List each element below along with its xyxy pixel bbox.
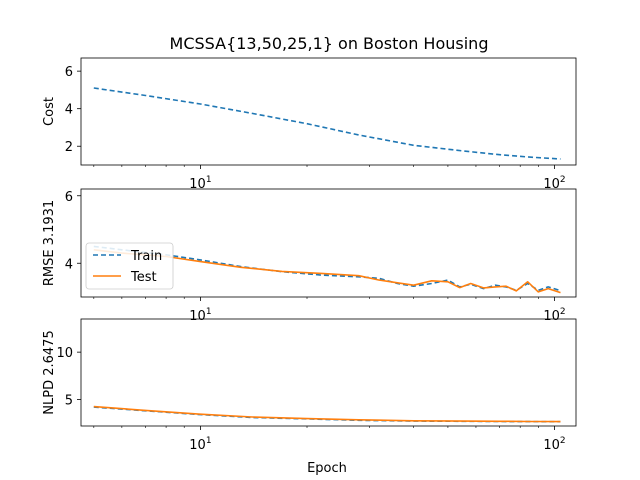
x-tick-label: 102 (543, 307, 565, 324)
y-tick-label: 4 (65, 257, 73, 272)
axes-frame (80, 57, 577, 166)
y-tick-label: 10 (56, 346, 73, 361)
series-line-test (93, 249, 561, 294)
x-tick-label: 101 (189, 175, 211, 192)
chart-title: MCSSA{13,50,25,1} on Boston Housing (170, 34, 489, 53)
y-tick-label: 6 (65, 190, 73, 205)
y-tick-label: 4 (65, 103, 73, 118)
panel-cost: 101 102 2 4 6 Cost (42, 57, 577, 192)
legend-box (85, 242, 174, 290)
x-tick-label: 101 (189, 436, 211, 453)
y-tick-label: 2 (65, 140, 73, 155)
axes-frame (80, 318, 577, 427)
y-axis-label: RMSE 3.1931 (42, 200, 57, 286)
y-axis-label: NLPD 2.6475 (42, 330, 57, 414)
series-line-test (93, 405, 561, 423)
y-axis-label: Cost (42, 97, 57, 126)
y-tick-label: 6 (65, 65, 73, 80)
x-tick-label: 102 (543, 175, 565, 192)
panel-rmse: 101 102 4 6 RMSE 3.1931 (42, 188, 577, 324)
legend: Train Test (85, 242, 174, 290)
x-axis-label: Epoch (307, 461, 347, 476)
legend-test-label: Test (130, 270, 157, 285)
x-tick-label: 101 (189, 307, 211, 324)
legend-train-label: Train (130, 249, 162, 264)
axes-frame (80, 188, 577, 298)
series-line-train (93, 87, 561, 160)
y-tick-label: 5 (65, 393, 73, 408)
x-tick-label: 102 (543, 436, 565, 453)
